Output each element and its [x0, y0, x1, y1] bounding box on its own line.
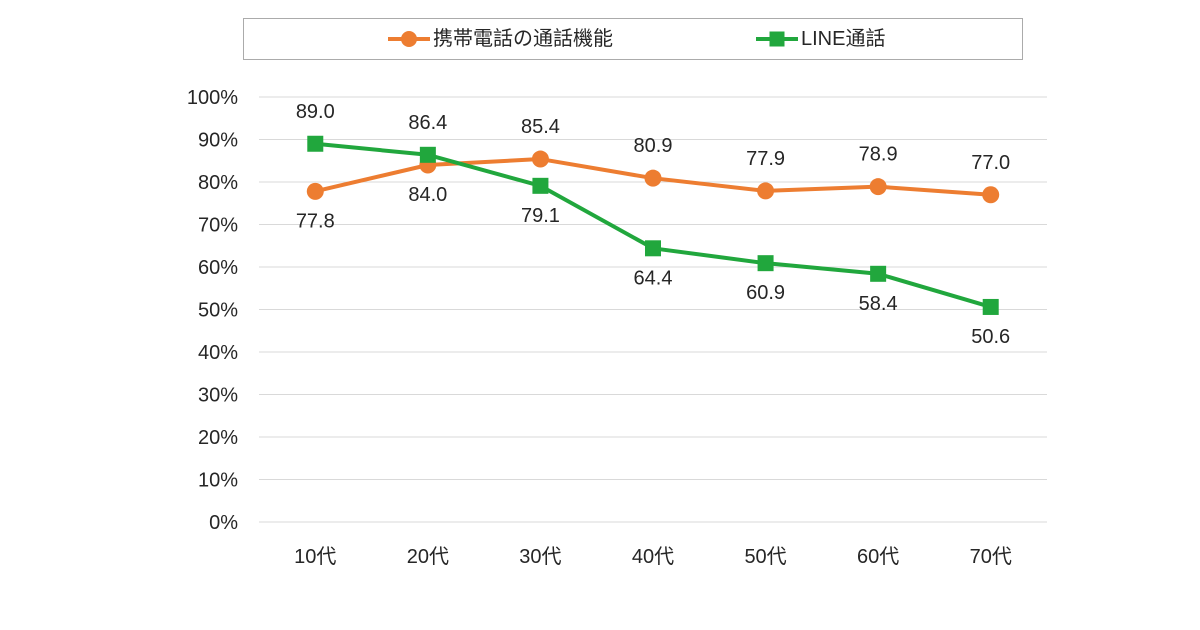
data-label: 50.6 [971, 326, 1010, 348]
square-marker-icon [769, 31, 785, 47]
data-label: 60.9 [746, 282, 785, 304]
y-tick-label: 10% [198, 470, 238, 492]
x-tick-label: 60代 [857, 545, 899, 568]
series-1-data-labels: 89.0 86.4 79.1 64.4 60.9 58.4 50.6 [296, 101, 1010, 348]
y-tick-label: 20% [198, 427, 238, 449]
series-0 [306, 150, 1000, 204]
data-label: 86.4 [408, 112, 447, 134]
circle-marker-icon [531, 150, 549, 168]
legend-label: 携帯電話の通話機能 [433, 28, 613, 50]
x-tick-label: 20代 [407, 545, 449, 568]
y-axis-tick-labels: 0% 10% 20% 30% 40% 50% 60% 70% 80% 90% 100% [187, 87, 238, 534]
legend-line-swatch [388, 31, 430, 47]
circle-marker-icon [401, 31, 417, 47]
square-marker-icon [532, 177, 549, 194]
data-label: 79.1 [521, 205, 560, 227]
data-label: 77.8 [296, 210, 335, 232]
x-tick-label: 50代 [744, 545, 786, 568]
data-label: 58.4 [859, 293, 898, 315]
y-tick-label: 80% [198, 172, 238, 194]
square-marker-icon [419, 146, 436, 163]
legend-entry-line-call: LINE通話 [756, 19, 885, 59]
data-label: 80.9 [634, 135, 673, 157]
series-0-data-labels: 77.8 84.0 85.4 80.9 77.9 78.9 77.0 [296, 116, 1010, 232]
data-label: 84.0 [408, 184, 447, 206]
x-tick-label: 70代 [970, 545, 1012, 568]
x-tick-label: 30代 [519, 545, 561, 568]
square-marker-icon [757, 255, 774, 272]
y-tick-label: 50% [198, 300, 238, 322]
data-label: 77.9 [746, 148, 785, 170]
data-label: 78.9 [859, 144, 898, 166]
x-tick-label: 40代 [632, 545, 674, 568]
y-tick-label: 60% [198, 257, 238, 279]
circle-marker-icon [869, 178, 887, 196]
circle-marker-icon [757, 182, 775, 200]
square-marker-icon [870, 265, 887, 282]
x-tick-label: 10代 [294, 545, 336, 568]
data-label: 89.0 [296, 101, 335, 123]
y-tick-label: 0% [209, 512, 238, 534]
data-label: 85.4 [521, 116, 560, 138]
y-tick-label: 70% [198, 215, 238, 237]
y-tick-label: 90% [198, 130, 238, 152]
legend-line-swatch [756, 31, 798, 47]
series-1 [307, 135, 999, 315]
gridlines [259, 96, 1047, 523]
circle-marker-icon [306, 182, 324, 200]
circle-marker-icon [982, 186, 1000, 204]
chart-legend: 携帯電話の通話機能 LINE通話 [243, 18, 1023, 60]
legend-entry-mobile-phone-call: 携帯電話の通話機能 [388, 19, 613, 59]
data-label: 64.4 [634, 267, 673, 289]
square-marker-icon [307, 135, 324, 152]
y-tick-label: 40% [198, 342, 238, 364]
y-tick-label: 30% [198, 385, 238, 407]
data-label: 77.0 [971, 152, 1010, 174]
square-marker-icon [982, 298, 999, 315]
x-axis-tick-labels: 10代 20代 30代 40代 50代 60代 70代 [294, 545, 1012, 568]
y-tick-label: 100% [187, 87, 238, 109]
circle-marker-icon [644, 169, 662, 187]
square-marker-icon [645, 240, 661, 257]
legend-label: LINE通話 [801, 28, 886, 50]
